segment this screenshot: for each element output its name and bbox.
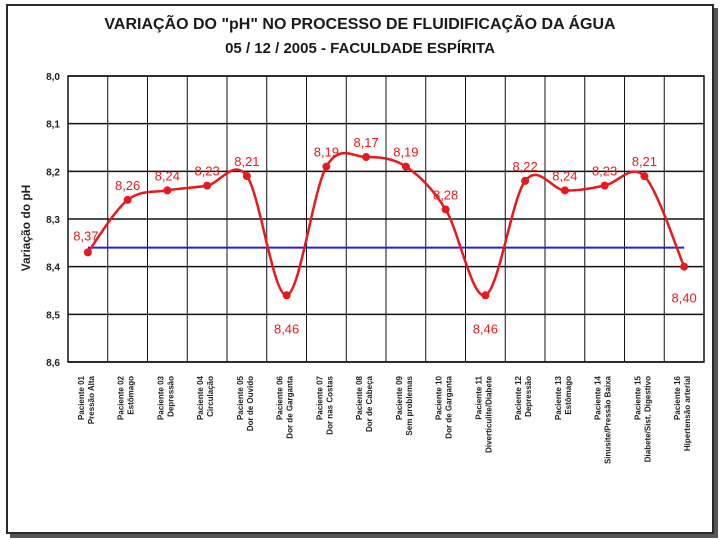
data-point bbox=[83, 248, 92, 257]
slide-frame bbox=[6, 4, 714, 534]
data-label: 8,21 bbox=[234, 154, 259, 169]
x-tick-label: Paciente 16Hipertensão arterial bbox=[673, 375, 692, 451]
x-tick-label: Paciente 04Circulação bbox=[196, 375, 215, 420]
data-label: 8,46 bbox=[274, 321, 299, 336]
data-label: 8,23 bbox=[592, 164, 617, 179]
data-label: 8,19 bbox=[393, 145, 418, 160]
data-label: 8,24 bbox=[552, 168, 577, 183]
chart-title: VARIAÇÃO DO "pH" NO PROCESSO DE FLUIDIFI… bbox=[104, 16, 616, 33]
data-label: 8,21 bbox=[632, 154, 657, 169]
y-axis-label: Variação do pH bbox=[19, 185, 33, 272]
y-tick-label: 8,6 bbox=[46, 358, 60, 369]
x-tick-label: Paciente 07Dor nas Costas bbox=[315, 375, 334, 434]
data-point bbox=[560, 186, 569, 195]
data-label: 8,37 bbox=[73, 228, 98, 243]
data-label: 8,28 bbox=[433, 187, 458, 202]
data-label: 8,24 bbox=[155, 168, 180, 183]
data-label: 8,22 bbox=[512, 159, 537, 174]
data-point bbox=[680, 262, 689, 271]
x-tick-label: Paciente 10Dor de Garganta bbox=[435, 375, 454, 438]
data-point bbox=[163, 186, 172, 195]
data-point bbox=[282, 291, 291, 300]
y-tick-label: 8,3 bbox=[46, 215, 60, 226]
data-point bbox=[123, 195, 132, 204]
y-tick-label: 8,0 bbox=[46, 72, 60, 83]
x-tick-label: Paciente 01Pressão Alta bbox=[77, 375, 96, 424]
ph-series-line bbox=[86, 151, 686, 297]
data-point bbox=[640, 172, 649, 181]
data-point bbox=[401, 162, 410, 171]
x-tick-label: Paciente 05Dor de Ouvido bbox=[236, 375, 255, 431]
x-tick-label: Paciente 14Sinusite/Pressão Baixa bbox=[594, 375, 613, 464]
data-label: 8,19 bbox=[314, 145, 339, 160]
data-point bbox=[203, 181, 212, 190]
x-tick-label: Paciente 09Sem problemas bbox=[395, 375, 414, 435]
data-point bbox=[441, 205, 450, 214]
x-tick-label: Paciente 15Diabete/Sist. Digestivo bbox=[633, 375, 652, 462]
x-tick-label: Paciente 02Estômago bbox=[117, 375, 136, 420]
y-tick-label: 8,2 bbox=[46, 167, 60, 178]
data-point bbox=[242, 172, 251, 181]
data-label: 8,17 bbox=[353, 135, 378, 150]
data-point bbox=[521, 176, 530, 185]
data-label: 8,26 bbox=[115, 178, 140, 193]
x-tick-label: Paciente 12Depressão bbox=[514, 375, 533, 420]
data-point bbox=[362, 153, 371, 162]
chart-subtitle: 05 / 12 / 2005 - FACULDADE ESPÍRITA bbox=[225, 40, 495, 57]
data-point bbox=[481, 291, 490, 300]
x-tick-label: Paciente 03Depressão bbox=[156, 375, 175, 420]
data-label: 8,46 bbox=[473, 321, 498, 336]
x-tick-label: Paciente 11Diverticulite/Diabete bbox=[474, 375, 493, 452]
x-tick-label: Paciente 13Estômago bbox=[554, 375, 573, 420]
y-tick-label: 8,5 bbox=[46, 310, 60, 321]
data-label: 8,23 bbox=[194, 164, 219, 179]
y-tick-label: 8,4 bbox=[46, 263, 60, 274]
data-label: 8,40 bbox=[671, 291, 696, 306]
x-tick-label: Paciente 08Dor de Cabeça bbox=[355, 375, 374, 432]
data-point bbox=[600, 181, 609, 190]
data-point bbox=[322, 162, 331, 171]
y-tick-label: 8,1 bbox=[46, 120, 60, 131]
x-tick-label: Paciente 06Dor de Garganta bbox=[276, 375, 295, 438]
